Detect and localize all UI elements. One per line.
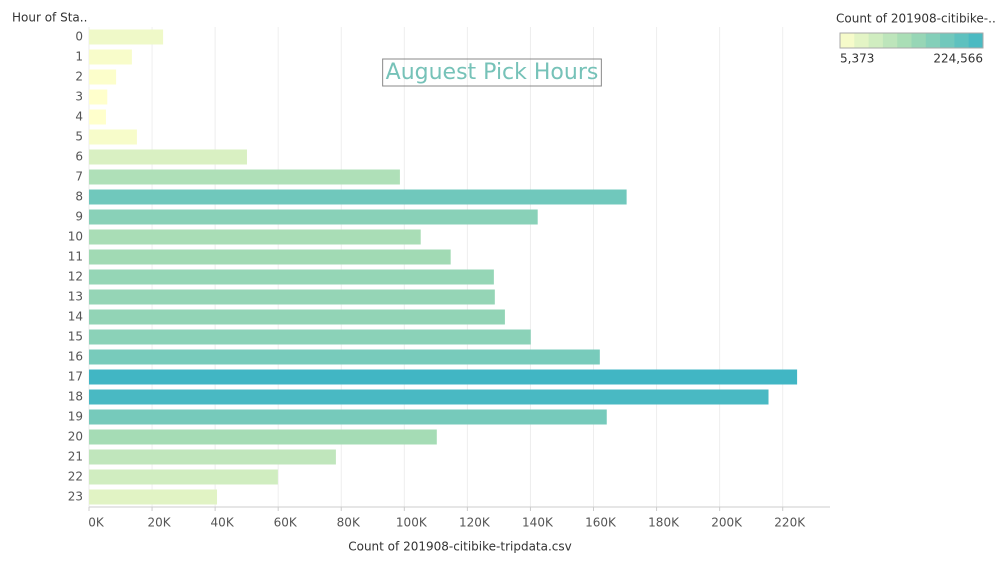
y-tick-label: 10 bbox=[68, 230, 83, 244]
x-axis-title: Count of 201908-citibike-tripdata.csv bbox=[348, 540, 572, 554]
y-tick-label: 1 bbox=[75, 50, 83, 64]
legend-swatch bbox=[897, 33, 912, 48]
x-tick-label: 20K bbox=[147, 516, 171, 530]
x-tick-label: 100K bbox=[396, 516, 428, 530]
bar bbox=[89, 489, 218, 505]
legend-max: 224,566 bbox=[933, 52, 983, 66]
y-tick-label: 17 bbox=[68, 370, 83, 384]
bar bbox=[89, 289, 495, 305]
y-tick-label: 16 bbox=[68, 350, 83, 364]
bar bbox=[89, 129, 137, 145]
legend-swatch bbox=[854, 33, 870, 48]
y-tick-label: 2 bbox=[75, 70, 83, 84]
y-tick-label: 12 bbox=[68, 270, 83, 284]
x-tick-label: 60K bbox=[274, 516, 298, 530]
x-tick-label: 40K bbox=[211, 516, 235, 530]
bar bbox=[89, 389, 769, 405]
bar bbox=[89, 409, 607, 425]
chart-title: Auguest Pick Hours bbox=[386, 60, 599, 85]
y-tick-label: 22 bbox=[68, 470, 83, 484]
y-tick-label: 7 bbox=[75, 170, 83, 184]
y-tick-label: 14 bbox=[68, 310, 83, 324]
bar bbox=[89, 269, 494, 285]
legend-swatch bbox=[925, 33, 941, 48]
x-tick-label: 220K bbox=[774, 516, 806, 530]
bar bbox=[89, 369, 798, 385]
y-tick-label: 20 bbox=[68, 430, 83, 444]
bar bbox=[89, 309, 505, 325]
bar bbox=[89, 149, 247, 165]
bar bbox=[89, 109, 106, 125]
y-tick-label: 11 bbox=[68, 250, 83, 264]
legend-swatch bbox=[940, 33, 955, 48]
legend-title: Count of 201908-citibike-.. bbox=[836, 12, 996, 26]
y-tick-label: 8 bbox=[75, 190, 83, 204]
bar bbox=[89, 209, 538, 225]
y-tick-label: 0 bbox=[75, 30, 83, 44]
bar bbox=[89, 449, 336, 465]
x-tick-label: 80K bbox=[337, 516, 361, 530]
y-axis-title: Hour of Sta.. bbox=[12, 11, 87, 25]
bar bbox=[89, 49, 132, 65]
legend-swatch bbox=[954, 33, 970, 48]
y-tick-label: 23 bbox=[68, 490, 83, 504]
legend-swatch bbox=[840, 33, 855, 48]
x-tick-label: 120K bbox=[459, 516, 491, 530]
bar bbox=[89, 229, 421, 245]
bar bbox=[89, 429, 437, 445]
legend-min: 5,373 bbox=[840, 52, 874, 66]
y-tick-label: 15 bbox=[68, 330, 83, 344]
y-tick-label: 9 bbox=[75, 210, 83, 224]
x-tick-label: 160K bbox=[585, 516, 617, 530]
x-tick-label: 140K bbox=[522, 516, 554, 530]
bar bbox=[89, 189, 627, 205]
bar bbox=[89, 249, 451, 265]
legend-frame bbox=[839, 32, 984, 49]
legend-swatch bbox=[882, 33, 898, 48]
y-tick-label: 21 bbox=[68, 450, 83, 464]
bar bbox=[89, 329, 531, 345]
y-tick-label: 3 bbox=[75, 90, 83, 104]
legend-swatch bbox=[968, 33, 984, 48]
y-tick-label: 18 bbox=[68, 390, 83, 404]
x-tick-label: 0K bbox=[88, 516, 105, 530]
y-tick-label: 5 bbox=[75, 130, 83, 144]
bar bbox=[89, 169, 400, 185]
bar bbox=[89, 89, 108, 105]
bar bbox=[89, 69, 117, 85]
bar bbox=[89, 349, 600, 365]
y-tick-label: 6 bbox=[75, 150, 83, 164]
y-tick-label: 13 bbox=[68, 290, 83, 304]
y-tick-label: 19 bbox=[68, 410, 83, 424]
bar bbox=[89, 469, 278, 485]
x-tick-label: 180K bbox=[648, 516, 680, 530]
title-box bbox=[382, 58, 602, 87]
y-tick-label: 4 bbox=[75, 110, 83, 124]
legend-swatch bbox=[911, 33, 927, 48]
bar bbox=[89, 29, 164, 45]
x-tick-label: 200K bbox=[711, 516, 743, 530]
legend-swatch bbox=[868, 33, 884, 48]
